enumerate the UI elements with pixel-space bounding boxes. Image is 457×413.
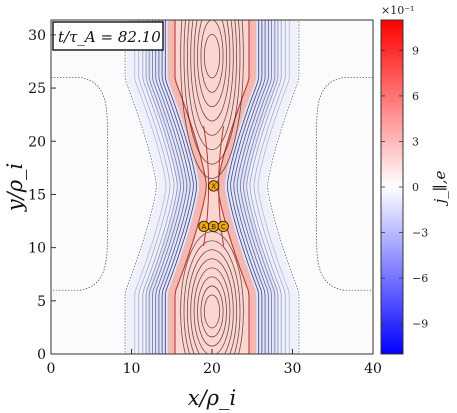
- x-tick-label: 40: [364, 361, 382, 377]
- x-tick-label: 20: [203, 361, 221, 377]
- x-axis: 0 10 20 30 40: [47, 349, 382, 377]
- zero-contours: [51, 20, 373, 354]
- negative-contour-line: [249, 20, 282, 354]
- negative-contour-line: [226, 20, 260, 354]
- colorbar: −9 −6 −3 0 3 6 9 ×10⁻¹ j_∥,e: [380, 4, 449, 355]
- y-tick-label: 25: [28, 81, 46, 97]
- y-tick-label: 30: [28, 28, 46, 44]
- lobe-contour-upper: [187, 20, 237, 151]
- zero-contour-inner: [124, 20, 157, 354]
- negative-contour-line: [142, 20, 175, 354]
- y-axis: 0 5 10 15 20 25 30: [28, 28, 56, 363]
- lobe-contour-upper: [200, 20, 224, 93]
- marker-x: [207, 180, 220, 192]
- x-axis-label: x/ρ_i: [188, 386, 236, 410]
- lobe-contour-lower: [203, 294, 221, 329]
- marker-label-b: B: [211, 223, 216, 231]
- zero-contour-right: [316, 77, 373, 291]
- colorbar-ticks: −9 −6 −3 0 3 6 9: [381, 44, 428, 331]
- x-tick-label: 0: [47, 361, 56, 377]
- marker-label-c: C: [221, 223, 226, 231]
- y-axis-label: y/ρ_i: [3, 163, 27, 213]
- lobe-contour-upper: [203, 33, 221, 79]
- y-tick-label: 15: [28, 187, 46, 203]
- x-tick-label: 30: [284, 361, 302, 377]
- y-tick-label: 20: [28, 134, 46, 150]
- colorbar-tick-label: −3: [412, 227, 428, 240]
- negative-contour-line: [230, 20, 263, 354]
- negative-contour-line: [134, 20, 167, 354]
- colorbar-tick-label: −6: [412, 272, 428, 285]
- y-tick-label: 0: [37, 347, 46, 363]
- lobe-contour-lower: [190, 258, 234, 354]
- annotation-box: [52, 21, 164, 51]
- negative-contour-line: [155, 20, 188, 354]
- time-annotation: t/τ_A = 82.10: [52, 21, 164, 51]
- colorbar-label: j_∥,e: [431, 171, 449, 207]
- negative-contour-line: [243, 20, 276, 354]
- negative-contour-line: [158, 20, 191, 354]
- zero-contour-left: [51, 77, 108, 291]
- negative-contour-line: [148, 20, 181, 354]
- negative-contour-line: [257, 20, 290, 354]
- negative-contour-line: [246, 20, 279, 354]
- y-tick-label: 10: [28, 241, 46, 257]
- colorbar-tick-label: −9: [412, 318, 428, 331]
- lobe-contour-lower: [200, 285, 224, 338]
- negative-contour-line: [236, 20, 269, 354]
- lobe-contour-lower: [197, 276, 227, 347]
- y-tick-label: 5: [37, 294, 46, 310]
- negative-contour-line: [152, 20, 185, 354]
- colorbar-tick-label: 0: [412, 181, 419, 194]
- colorbar-tick-label: 9: [412, 44, 419, 57]
- colorbar-tick-label: 6: [412, 90, 419, 103]
- negative-contour-line: [138, 20, 171, 354]
- x-tick-label: 10: [123, 361, 141, 377]
- heatmap-plot-area: [51, 20, 373, 354]
- lobe-contour-lower: [193, 267, 231, 354]
- negative-contour-line: [164, 20, 198, 354]
- lobe-contour-upper: [180, 20, 244, 179]
- negative-contour-line: [145, 20, 178, 354]
- lobe-contour-upper: [190, 20, 234, 136]
- markers: X A B C: [198, 180, 229, 233]
- lobe-contour-lower: [183, 240, 241, 354]
- negative-contour-line: [253, 20, 286, 354]
- lobe-contour-upper: [193, 20, 231, 122]
- marker-label-a: A: [202, 223, 207, 231]
- time-label: t/τ_A = 82.10: [58, 28, 161, 46]
- marker-label-x: X: [211, 182, 216, 190]
- colorbar-tick-label: 3: [412, 135, 419, 148]
- lobe-contour-upper: [197, 20, 227, 108]
- marker-c: [217, 220, 229, 233]
- lobe-contour-lower: [187, 249, 237, 354]
- negative-contour-line: [233, 20, 266, 354]
- negative-contour-line: [161, 20, 194, 354]
- colorbar-multiplier: ×10⁻¹: [381, 4, 414, 17]
- negative-contour-line: [239, 20, 272, 354]
- zero-contour-inner: [267, 20, 300, 354]
